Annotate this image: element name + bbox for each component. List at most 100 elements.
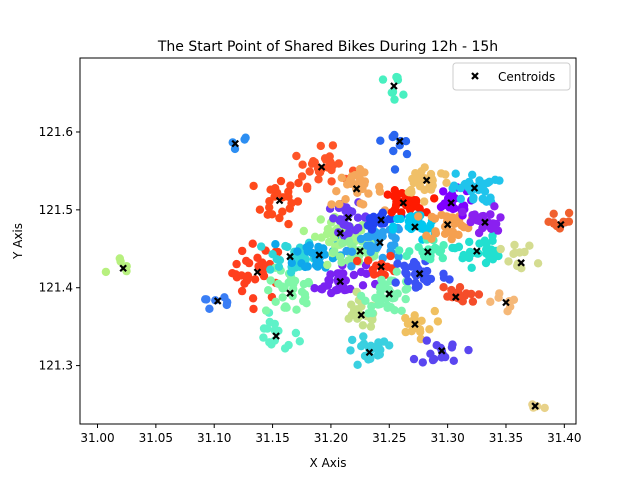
data-point-cluster-10	[333, 269, 342, 278]
data-point-cluster-29	[428, 355, 438, 365]
centroid-marker-22	[395, 137, 404, 146]
centroid-marker-20	[385, 290, 394, 298]
data-point-cluster-17	[347, 247, 357, 256]
data-point-cluster-35	[468, 211, 477, 220]
centroid-marker-23	[399, 199, 408, 207]
data-point-cluster-9	[298, 160, 307, 169]
plot-area-frame	[79, 57, 577, 425]
data-point-cluster-20	[361, 296, 370, 305]
centroid-marker-7	[286, 252, 294, 261]
centroid-marker-8	[315, 251, 324, 259]
data-point-cluster-10	[349, 270, 359, 280]
data-point-cluster-0	[115, 254, 125, 263]
data-point-cluster-34	[465, 237, 474, 247]
data-point-cluster-4	[249, 181, 258, 191]
x-tick-label: 31.15	[255, 431, 289, 445]
data-point-cluster-6	[302, 299, 311, 308]
data-point-cluster-35	[474, 228, 484, 238]
data-point-cluster-13	[332, 187, 341, 196]
data-point-cluster-16	[366, 354, 375, 363]
data-point-cluster-14	[338, 239, 347, 248]
data-point-cluster-1	[205, 304, 214, 313]
data-point-cluster-3	[237, 286, 247, 296]
data-point-cluster-20	[401, 294, 410, 304]
data-point-cluster-6	[278, 293, 287, 302]
data-point-cluster-14	[329, 247, 338, 257]
data-point-cluster-18	[386, 214, 396, 224]
data-point-cluster-24	[416, 327, 425, 336]
data-point-cluster-9	[292, 151, 301, 161]
data-point-cluster-4	[276, 176, 286, 186]
data-point-cluster-39	[561, 218, 570, 227]
y-tick-label: 121.4	[39, 281, 73, 295]
data-point-cluster-12	[335, 216, 345, 225]
data-point-cluster-8	[293, 247, 302, 256]
data-point-cluster-9	[297, 172, 307, 181]
legend-x-icon	[471, 72, 479, 80]
data-point-cluster-34	[448, 243, 457, 253]
data-point-cluster-25	[388, 225, 398, 234]
centroid-marker-21	[390, 82, 398, 90]
data-point-cluster-20	[403, 284, 412, 293]
data-point-cluster-16	[348, 335, 357, 345]
centroid-marker-18	[377, 216, 385, 224]
data-point-cluster-4	[275, 213, 284, 223]
data-point-cluster-29	[464, 345, 473, 355]
data-point-cluster-13	[341, 195, 350, 204]
centroid-marker-24	[411, 320, 419, 329]
data-point-cluster-9	[314, 175, 323, 184]
data-point-cluster-5	[265, 317, 274, 327]
data-point-cluster-11	[299, 226, 308, 236]
data-point-cluster-9	[316, 141, 325, 151]
data-point-cluster-0	[101, 267, 111, 277]
data-point-cluster-35	[458, 207, 467, 217]
data-point-cluster-27	[420, 163, 429, 172]
data-point-cluster-6	[278, 284, 287, 293]
data-point-cluster-26	[409, 257, 419, 267]
data-point-cluster-27	[415, 182, 425, 191]
data-point-cluster-30	[447, 234, 456, 244]
data-point-cluster-34	[488, 231, 497, 241]
centroid-marker-38	[531, 402, 539, 410]
data-point-cluster-26	[403, 276, 413, 286]
data-point-cluster-6	[292, 305, 301, 314]
data-point-cluster-22	[402, 149, 412, 159]
data-point-cluster-17	[372, 233, 382, 243]
data-point-cluster-9	[302, 184, 312, 193]
centroid-marker-26	[415, 269, 424, 278]
centroid-marker-33	[470, 184, 479, 192]
data-point-cluster-27	[407, 188, 416, 197]
data-point-cluster-3	[249, 304, 258, 314]
data-point-cluster-29	[409, 354, 419, 364]
data-point-cluster-31	[448, 204, 458, 214]
data-point-cluster-5	[270, 326, 279, 335]
data-point-cluster-23	[383, 190, 392, 199]
data-point-cluster-8	[271, 240, 280, 249]
data-point-cluster-3	[259, 271, 269, 281]
y-axis-ticks: 121.3 121.4 121.5 121.6	[39, 125, 80, 373]
data-point-cluster-30	[454, 230, 463, 240]
data-point-cluster-9	[327, 177, 336, 186]
data-point-cluster-13	[348, 178, 357, 188]
data-point-cluster-30	[448, 213, 457, 222]
data-point-cluster-17	[366, 247, 375, 257]
data-point-cluster-32	[468, 297, 478, 306]
data-point-cluster-9	[309, 157, 318, 166]
data-point-cluster-39	[549, 219, 559, 228]
data-point-cluster-20	[368, 308, 377, 318]
data-point-cluster-20	[367, 302, 376, 311]
data-point-cluster-20	[383, 301, 392, 310]
data-point-cluster-16	[359, 332, 368, 341]
x-axis-ticks: 31.00 31.05 31.10 31.15 31.20 31.25 31.30 31.35…	[80, 424, 582, 445]
data-point-cluster-28	[395, 246, 404, 255]
data-point-cluster-4	[294, 178, 303, 188]
data-point-cluster-13	[347, 172, 356, 181]
data-point-cluster-13	[327, 200, 336, 209]
data-point-cluster-7	[272, 255, 281, 264]
data-point-cluster-22	[376, 136, 385, 145]
centroid-marker-36	[502, 298, 510, 307]
data-point-cluster-19	[368, 265, 377, 274]
data-point-cluster-20	[392, 267, 401, 276]
data-point-cluster-13	[335, 199, 344, 209]
